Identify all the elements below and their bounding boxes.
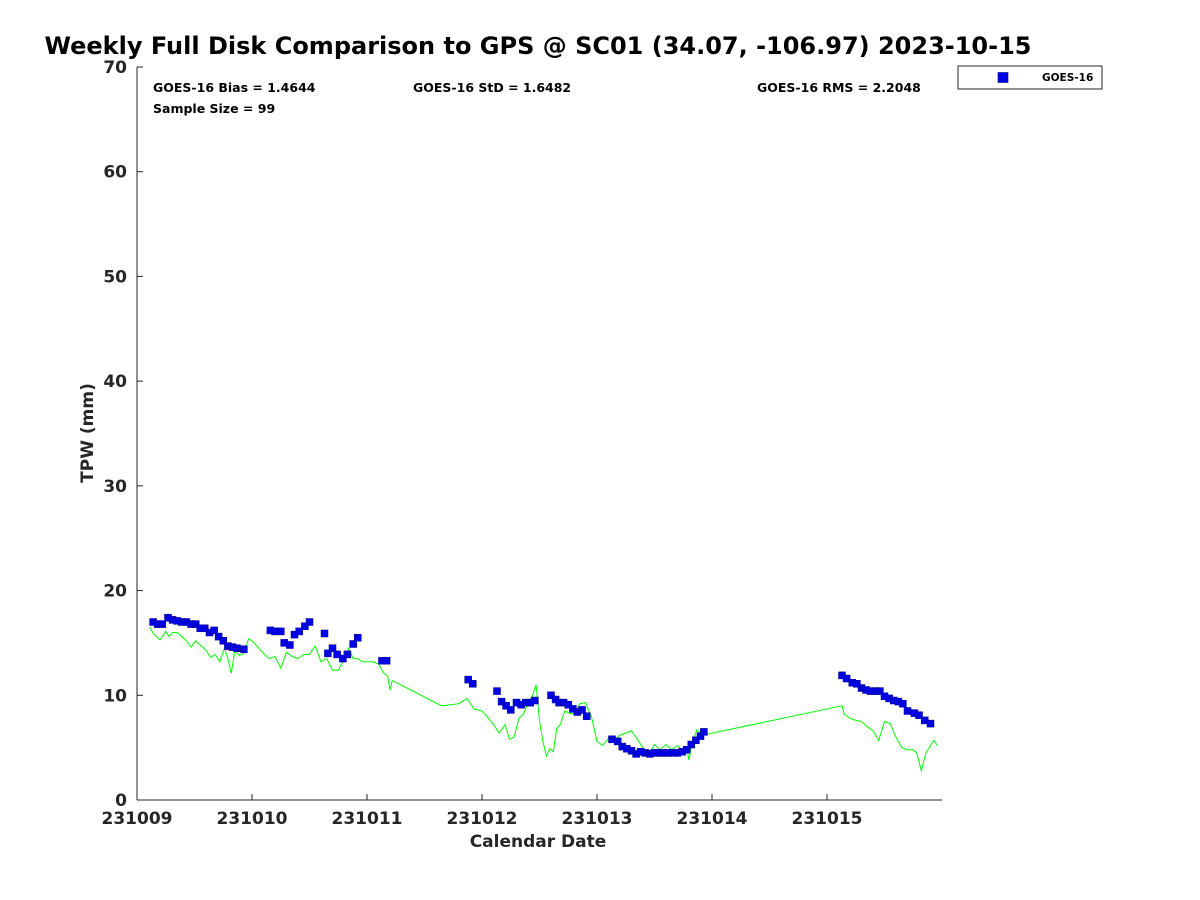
data-point (547, 691, 555, 700)
bias-text: GOES-16 Bias = 1.4644 (153, 80, 316, 95)
data-point (328, 644, 337, 652)
data-point (497, 697, 506, 706)
y-tick-label: 70 (103, 58, 127, 78)
data-point (493, 687, 501, 695)
y-tick-label: 20 (103, 582, 127, 602)
y-tick-label: 60 (103, 163, 127, 183)
data-point (277, 627, 285, 636)
data-point (926, 719, 935, 728)
data-point (210, 626, 218, 635)
legend-marker-goes16 (997, 72, 1009, 83)
data-point (464, 675, 472, 684)
data-point (240, 645, 248, 653)
x-tick-label: 231015 (792, 809, 863, 829)
data-point (578, 706, 586, 714)
data-point (295, 627, 303, 636)
x-axis-label: Calendar Date (470, 832, 607, 852)
y-tick-label: 0 (115, 791, 127, 811)
series-points (149, 614, 935, 758)
data-point (582, 712, 591, 720)
data-point (191, 620, 200, 628)
data-point (354, 633, 362, 642)
y-axis-label: TPW (mm) (78, 383, 98, 483)
data-point (687, 740, 696, 749)
x-tick-label: 231013 (562, 809, 633, 829)
std-text: GOES-16 StD = 1.6482 (413, 80, 571, 95)
x-tick-label: 231010 (217, 809, 288, 829)
data-point (531, 696, 539, 705)
data-point (903, 707, 912, 715)
data-point (853, 680, 861, 688)
data-point (876, 687, 884, 695)
data-point (158, 620, 167, 628)
legend-box (957, 65, 1103, 90)
legend-label-goes16: GOES-16 (1042, 72, 1093, 84)
y-ticks: 0 10 20 30 40 50 60 70 (103, 58, 143, 811)
y-tick-label: 50 (103, 267, 127, 287)
data-point (305, 618, 314, 626)
data-point (469, 680, 477, 688)
data-point (692, 736, 700, 745)
data-point (339, 654, 347, 663)
data-point (333, 650, 341, 659)
rms-text: GOES-16 RMS = 2.2048 (757, 80, 921, 95)
data-point (349, 640, 357, 648)
x-tick-label: 231009 (102, 809, 173, 829)
data-point (842, 674, 851, 683)
data-point (502, 702, 510, 710)
data-point (324, 649, 332, 658)
legend: GOES-16 (957, 65, 1103, 90)
data-point (700, 728, 708, 736)
y-tick-label: 10 (103, 686, 127, 706)
data-point (301, 622, 309, 630)
plot-area: 0 10 20 30 40 50 60 70 231009 231010 231011 231012… (102, 58, 942, 829)
x-ticks: 231009 231010 231011 231012 231013 231014 2310… (102, 794, 863, 829)
data-point (286, 641, 294, 649)
series-lines (149, 626, 938, 773)
data-point (320, 629, 329, 638)
x-tick-label: 231012 (447, 809, 518, 829)
y-tick-label: 40 (103, 372, 127, 392)
chart-title: Weekly Full Disk Comparison to GPS @ SC0… (45, 32, 1032, 60)
data-point (899, 699, 907, 708)
data-point (219, 637, 228, 645)
y-tick-label: 30 (103, 477, 127, 497)
data-point (682, 745, 691, 754)
data-point (564, 700, 573, 709)
x-tick-label: 231011 (332, 809, 403, 829)
data-point (233, 644, 241, 652)
data-point (214, 632, 223, 641)
data-point (915, 711, 923, 719)
data-point (343, 650, 352, 659)
sample-size-text: Sample Size = 99 (153, 101, 275, 116)
data-point (507, 706, 515, 714)
data-point (201, 624, 209, 633)
data-point (613, 737, 622, 746)
series-line (149, 626, 938, 773)
x-tick-label: 231014 (677, 809, 748, 829)
data-point (382, 656, 391, 665)
